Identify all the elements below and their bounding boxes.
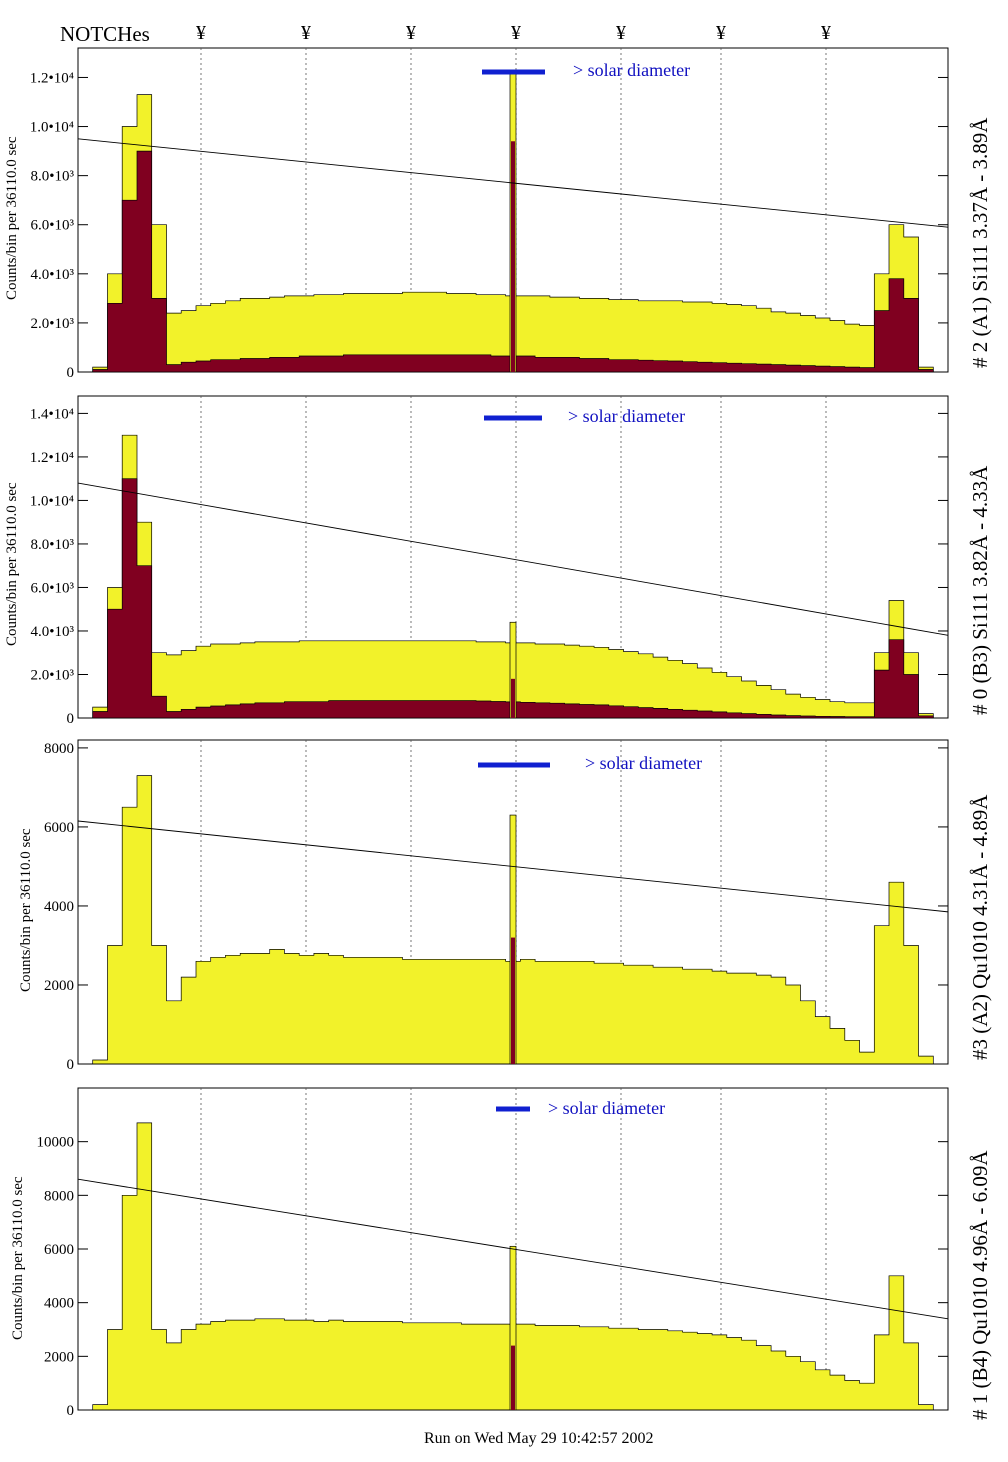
panel-4-ytick-label-5: 10000: [37, 1135, 75, 1151]
panel-1-ytick-label-2: 4.0•10³: [31, 267, 75, 283]
panel-4-ytick-label-3: 6000: [44, 1242, 74, 1258]
panel-2-ytick-label-5: 1.0•10⁴: [30, 493, 74, 509]
panel-1-solar-label: > solar diameter: [573, 60, 690, 80]
panel-3-ytick-label-3: 6000: [44, 820, 74, 836]
panel-1-ytick-label-1: 2.0•10³: [31, 316, 75, 332]
panel-4-series-1-area: [78, 1122, 948, 1411]
panel-2-ytick-label-2: 4.0•10³: [31, 624, 75, 640]
panel-1-ytick-label-6: 1.2•10⁴: [30, 70, 74, 86]
panel-1-ytick-label-5: 1.0•10⁴: [30, 120, 74, 136]
panel-4-center-spike-inner: [511, 1345, 515, 1410]
panel-2-series-2-area: [78, 478, 948, 719]
panel-1-right-label: # 2 (A1) Si111 3.37Å - 3.89Å: [968, 117, 992, 368]
panel-2-ytick-label-1: 2.0•10³: [31, 667, 75, 683]
panel-3-ytick-label-2: 4000: [44, 899, 74, 915]
panel-3-solar-label: > solar diameter: [585, 753, 702, 773]
notch-marker-7: ¥: [821, 22, 831, 44]
panel-2-ylabel: Counts/bin per 36110.0 sec: [4, 482, 20, 646]
run-timestamp: Run on Wed May 29 10:42:57 2002: [424, 1430, 654, 1447]
notch-marker-2: ¥: [301, 22, 311, 44]
panel-4-trend-line: [77, 1178, 949, 1320]
panel-3-ytick-label-1: 2000: [44, 978, 74, 994]
panel-4-ytick-label-4: 8000: [44, 1188, 74, 1204]
panel-4-ytick-label-2: 4000: [44, 1296, 74, 1312]
panel-1-trend-line: [77, 138, 949, 228]
panel-1-ylabel: Counts/bin per 36110.0 sec: [4, 136, 20, 300]
panel-3-ytick-label-0: 0: [67, 1057, 75, 1073]
notch-marker-4: ¥: [511, 22, 521, 44]
panel-1-center-spike-inner: [511, 141, 515, 372]
panel-2-center-spike-inner: [511, 678, 515, 718]
panel-2-series-1-area: [78, 434, 948, 719]
panel-4-ytick-label-1: 2000: [44, 1349, 74, 1365]
panel-3-ylabel: Counts/bin per 36110.0 sec: [18, 828, 34, 992]
notch-marker-6: ¥: [716, 22, 726, 44]
notch-marker-3: ¥: [406, 22, 416, 44]
panel-3-trend-line: [77, 820, 949, 913]
panel-1-ytick-label-0: 0: [67, 365, 75, 381]
panel-2-ytick-label-6: 1.2•10⁴: [30, 450, 74, 466]
panel-2-ytick-label-0: 0: [67, 711, 75, 727]
panel-2-right-label: # 0 (B3) Si111 3.82Å - 4.33Å: [968, 465, 992, 715]
panel-3-series-1-area: [78, 775, 948, 1065]
notch-marker-1: ¥: [196, 22, 206, 44]
panel-1-ytick-label-3: 6.0•10³: [31, 218, 75, 234]
panel-3-center-spike-inner: [511, 937, 515, 1064]
panel-2-ytick-label-3: 6.0•10³: [31, 580, 75, 596]
panel-2-solar-label: > solar diameter: [568, 406, 685, 426]
panel-4-right-label: # 1 (B4) Qu1010 4.96Å - 6.09Å: [968, 1150, 992, 1420]
panel-2-ytick-label-7: 1.4•10⁴: [30, 406, 74, 422]
panel-3-right-label: #3 (A2) Qu1010 4.31Å - 4.89Å: [968, 794, 992, 1060]
notch-marker-5: ¥: [616, 22, 626, 44]
panel-1-series-2-area: [78, 150, 948, 373]
panel-1-ytick-label-4: 8.0•10³: [31, 169, 75, 185]
notches-label: NOTCHes: [60, 22, 150, 46]
panel-2-trend-line: [77, 482, 949, 636]
panel-2-ytick-label-4: 8.0•10³: [31, 537, 75, 553]
panel-3-ytick-label-4: 8000: [44, 741, 74, 757]
panel-4-ytick-label-0: 0: [67, 1403, 75, 1419]
panel-4-solar-label: > solar diameter: [548, 1098, 665, 1118]
panel-4-ylabel: Counts/bin per 36110.0 sec: [10, 1176, 26, 1340]
panel-1-series-1-area: [78, 94, 948, 373]
